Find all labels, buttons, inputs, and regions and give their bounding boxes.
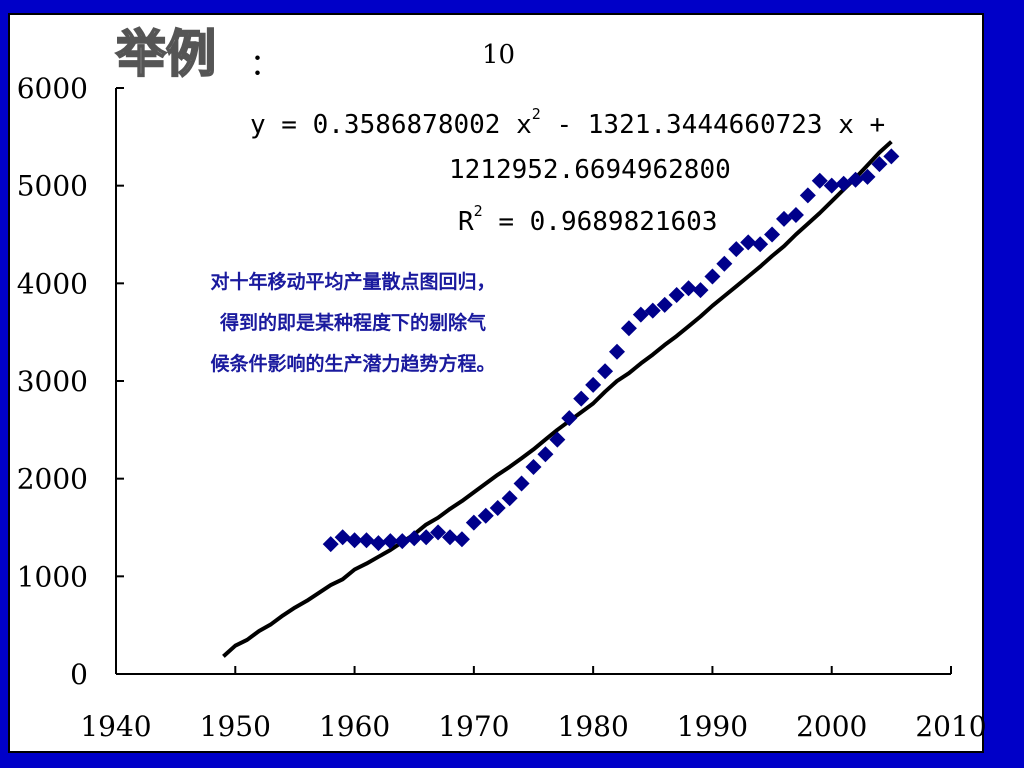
explanation-note: 对十年移动平均产量散点图回归， 得到的即是某种程度下的剔除气 候条件影响的生产潜… <box>128 262 578 385</box>
data-point-marker <box>418 529 435 546</box>
x-tick-label: 1940 <box>80 710 151 743</box>
data-point-marker <box>358 532 375 549</box>
data-point-marker <box>692 282 709 299</box>
x-tick-label: 2000 <box>796 710 867 743</box>
data-point-marker <box>823 177 840 194</box>
data-point-marker <box>620 320 637 337</box>
data-point-marker <box>573 390 590 407</box>
x-tick-label: 1950 <box>200 710 271 743</box>
data-point-marker <box>525 458 542 475</box>
data-point-marker <box>728 241 745 258</box>
data-point-marker <box>453 531 470 548</box>
chart-axes <box>115 87 952 675</box>
y-tick-label: 5000 <box>17 170 88 203</box>
data-point-marker <box>632 306 649 323</box>
data-point-marker <box>489 499 506 516</box>
data-point-marker <box>787 206 804 223</box>
data-point-marker <box>513 475 530 492</box>
data-point-marker <box>501 490 518 507</box>
slide-title: 举例 <box>115 24 217 84</box>
data-point-marker <box>382 533 399 550</box>
title-colon: ： <box>250 48 280 83</box>
data-point-marker <box>549 431 566 448</box>
data-point-marker <box>561 410 578 427</box>
data-point-marker <box>609 343 625 360</box>
r-squared-exponent: 2 <box>473 202 483 220</box>
y-tick-label: 3000 <box>17 365 88 398</box>
data-point-marker <box>644 302 661 319</box>
data-point-marker <box>334 529 351 546</box>
y-tick-label: 1000 <box>17 560 88 593</box>
equation-line1-prefix: y = 0.3586878002 x <box>250 110 532 140</box>
data-point-marker <box>394 533 411 550</box>
data-point-marker <box>585 376 602 393</box>
r-squared: R2 = 0.9689821603 <box>458 204 718 238</box>
x-tick-label: 1980 <box>558 710 629 743</box>
data-point-marker <box>668 287 685 304</box>
data-point-marker <box>740 234 757 251</box>
data-point-marker <box>883 148 900 165</box>
data-point-marker <box>835 175 852 192</box>
equation-exponent: 2 <box>531 105 541 123</box>
y-tick-labels: 0 1000 2000 3000 4000 5000 6000 <box>17 72 88 691</box>
data-point-marker <box>764 226 781 243</box>
data-point-marker <box>322 536 339 553</box>
x-tick-label: 1990 <box>677 710 748 743</box>
regression-equation-line1: y = 0.3586878002 x2 - 1321.3444660723 x … <box>250 107 886 141</box>
x-tick-label: 1970 <box>438 710 509 743</box>
regression-equation-line2: 1212952.6694962800 <box>449 155 731 185</box>
equation-line1-suffix: - 1321.3444660723 x + <box>540 110 886 140</box>
note-line-2: 得到的即是某种程度下的剔除气 <box>219 312 486 334</box>
y-tick-label: 4000 <box>17 267 88 300</box>
data-point-marker <box>776 210 792 227</box>
data-point-marker <box>537 446 554 463</box>
x-tick-label: 1960 <box>319 710 390 743</box>
y-tick-label: 2000 <box>17 463 88 496</box>
slide-canvas <box>10 15 984 753</box>
note-line-3: 候条件影响的生产潜力趋势方程。 <box>210 353 496 375</box>
data-point-marker <box>430 524 447 541</box>
data-point-marker <box>465 514 482 531</box>
data-point-marker <box>680 280 697 297</box>
data-point-marker <box>477 507 494 524</box>
marker-layer <box>322 148 900 553</box>
data-point-marker <box>406 530 423 547</box>
y-tick-label: 6000 <box>17 72 88 105</box>
data-point-marker <box>442 529 458 546</box>
trend-line-layer <box>222 140 893 658</box>
data-point-marker <box>871 156 888 173</box>
x-tick-labels: 1940 1950 1960 1970 1980 1990 2000 2010 <box>80 710 986 743</box>
data-point-marker <box>811 172 828 189</box>
r-squared-prefix: R <box>458 207 474 237</box>
data-point-marker <box>799 187 816 204</box>
r-squared-suffix: = 0.9689821603 <box>482 207 718 237</box>
note-line-1: 对十年移动平均产量散点图回归， <box>210 271 496 293</box>
data-point-marker <box>597 363 614 380</box>
data-point-marker <box>716 255 733 272</box>
trend-line <box>222 140 893 658</box>
data-point-marker <box>859 168 876 185</box>
data-point-marker <box>656 296 673 313</box>
data-point-marker <box>370 535 387 552</box>
x-tick-label: 2010 <box>915 710 986 743</box>
data-point-marker <box>704 268 721 285</box>
data-point-marker <box>752 236 769 253</box>
y-tick-label: 0 <box>70 658 88 691</box>
moving-average-window: 10 <box>482 40 516 70</box>
data-point-marker <box>847 171 864 188</box>
data-point-marker <box>346 532 363 549</box>
